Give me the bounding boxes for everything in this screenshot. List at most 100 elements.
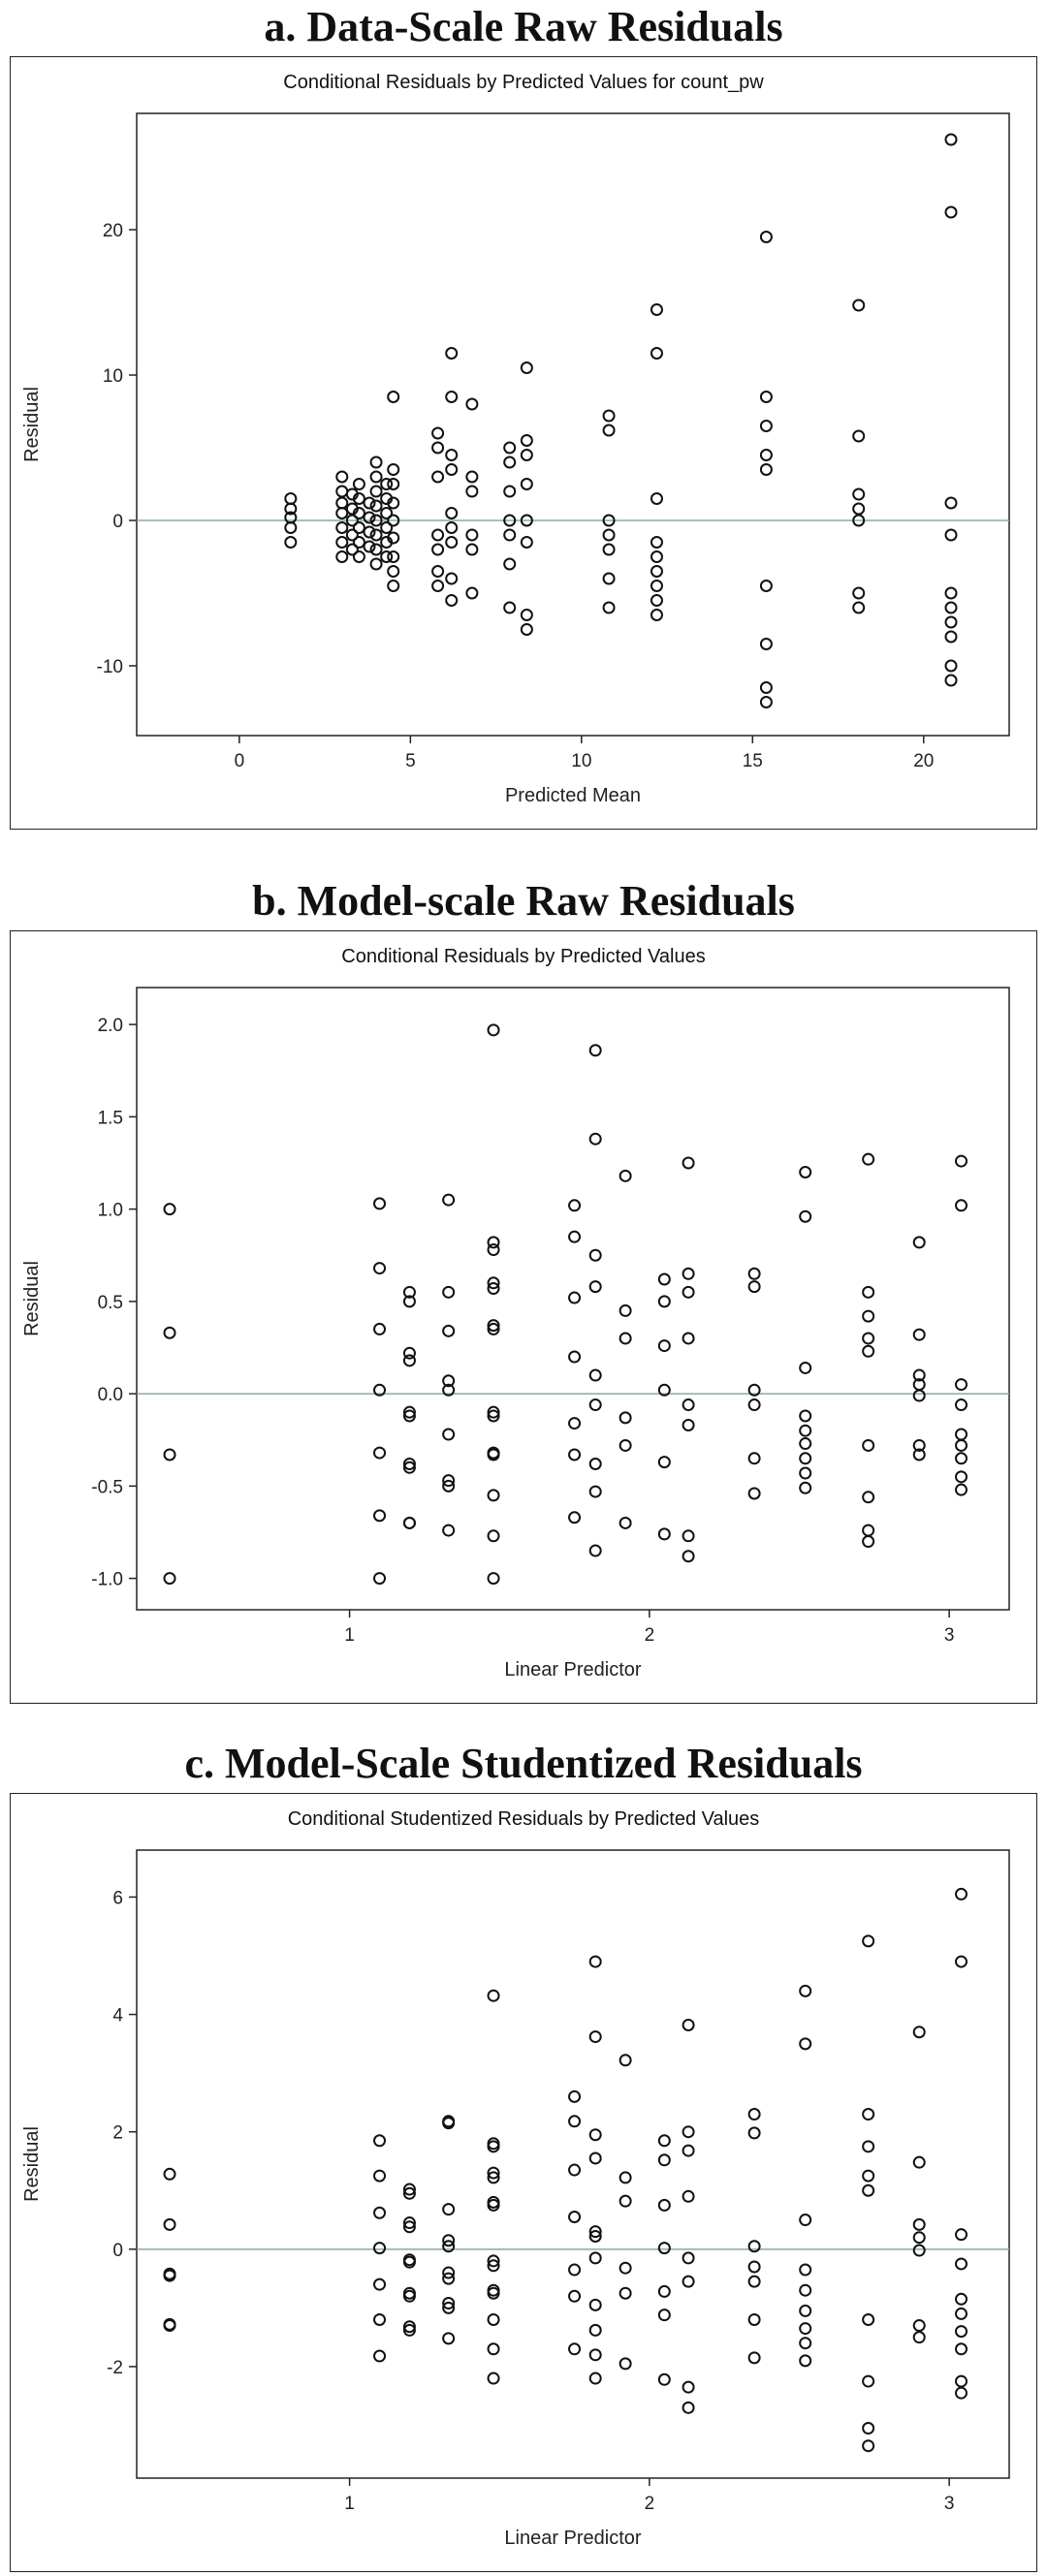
data-point xyxy=(445,507,459,519)
data-point xyxy=(955,2228,968,2242)
data-point xyxy=(588,1398,602,1412)
plot-area xyxy=(136,1849,1010,2479)
data-point xyxy=(163,1448,176,1461)
data-point xyxy=(862,1438,875,1452)
data-point xyxy=(955,2292,968,2306)
data-point xyxy=(944,528,958,542)
data-point xyxy=(520,536,533,549)
data-point xyxy=(650,303,663,316)
y-axis-label: Residual xyxy=(21,387,43,462)
data-point xyxy=(520,478,533,490)
data-point xyxy=(862,1524,875,1537)
data-point xyxy=(759,449,773,461)
y-tick-label: 0.0 xyxy=(98,1385,123,1405)
data-point xyxy=(657,1527,671,1541)
data-point xyxy=(944,674,958,687)
data-point xyxy=(912,2231,926,2245)
data-point xyxy=(852,487,866,501)
data-point xyxy=(402,1409,416,1423)
panel-heading: b. Model-scale Raw Residuals xyxy=(252,877,795,925)
data-point xyxy=(955,1438,968,1452)
data-point xyxy=(487,2286,500,2300)
data-point xyxy=(912,2331,926,2344)
data-point xyxy=(759,681,773,694)
data-point xyxy=(657,1456,671,1469)
data-point xyxy=(657,2198,671,2212)
data-point xyxy=(682,1529,695,1543)
data-point xyxy=(503,514,517,527)
y-tick-label: 6 xyxy=(112,1888,123,1908)
data-point xyxy=(799,1361,812,1374)
data-point xyxy=(568,2342,582,2356)
data-point xyxy=(682,2125,695,2139)
data-point xyxy=(402,2186,416,2200)
data-point xyxy=(955,1428,968,1441)
data-point xyxy=(445,536,459,549)
y-tick-label: -10 xyxy=(97,657,123,677)
data-point xyxy=(682,1418,695,1431)
data-point xyxy=(588,2323,602,2337)
data-point xyxy=(602,543,616,556)
data-point xyxy=(487,1529,500,1543)
data-point xyxy=(588,2030,602,2044)
data-point xyxy=(568,1511,582,1524)
data-point xyxy=(373,1446,387,1460)
data-point xyxy=(862,1344,875,1358)
data-point xyxy=(852,514,866,527)
data-point xyxy=(862,1491,875,1504)
data-point xyxy=(445,391,459,403)
data-point xyxy=(387,565,400,578)
data-point xyxy=(657,2309,671,2322)
x-tick-label: 5 xyxy=(405,751,416,771)
data-point xyxy=(955,1154,968,1168)
data-point xyxy=(862,2374,875,2388)
data-point xyxy=(799,1466,812,1480)
data-point xyxy=(520,449,533,461)
data-point xyxy=(682,1332,695,1345)
data-point xyxy=(862,1285,875,1299)
chart-frame: Conditional Studentized Residuals by Pre… xyxy=(10,1793,1037,2572)
data-point xyxy=(955,2257,968,2271)
chart-frame: Conditional Residuals by Predicted Value… xyxy=(10,56,1037,830)
data-point xyxy=(568,2163,582,2177)
data-point xyxy=(431,441,445,455)
data-point xyxy=(588,2229,602,2243)
data-point xyxy=(657,1339,671,1353)
data-point xyxy=(862,2183,875,2197)
data-point xyxy=(520,623,533,636)
data-point xyxy=(682,1398,695,1412)
data-point xyxy=(487,1322,500,1335)
data-point xyxy=(650,492,663,505)
data-point xyxy=(402,1346,416,1360)
chart-title: Conditional Residuals by Predicted Value… xyxy=(341,946,705,967)
data-point xyxy=(465,397,479,411)
data-point xyxy=(503,485,517,498)
data-point xyxy=(442,1324,456,1337)
data-point xyxy=(657,1272,671,1286)
data-point xyxy=(163,2269,176,2282)
data-point xyxy=(912,1448,926,1461)
data-point xyxy=(955,1470,968,1484)
data-point xyxy=(352,492,365,505)
data-point xyxy=(445,449,459,461)
data-point xyxy=(650,565,663,578)
data-point xyxy=(759,420,773,432)
data-point xyxy=(163,2319,176,2333)
data-point xyxy=(387,580,400,592)
x-tick-label: 1 xyxy=(344,1625,355,1646)
data-point xyxy=(487,2140,500,2153)
data-point xyxy=(852,502,866,516)
data-point xyxy=(650,550,663,563)
data-point xyxy=(657,1295,671,1308)
data-point xyxy=(442,1428,456,1441)
data-point xyxy=(402,2255,416,2269)
data-point xyxy=(747,1452,761,1465)
data-point xyxy=(442,2272,456,2285)
data-point xyxy=(442,2117,456,2130)
data-point xyxy=(352,550,365,563)
data-point xyxy=(402,2183,416,2196)
data-point xyxy=(657,2284,671,2298)
data-point xyxy=(568,1199,582,1212)
data-point xyxy=(568,1417,582,1430)
data-point xyxy=(799,1481,812,1494)
